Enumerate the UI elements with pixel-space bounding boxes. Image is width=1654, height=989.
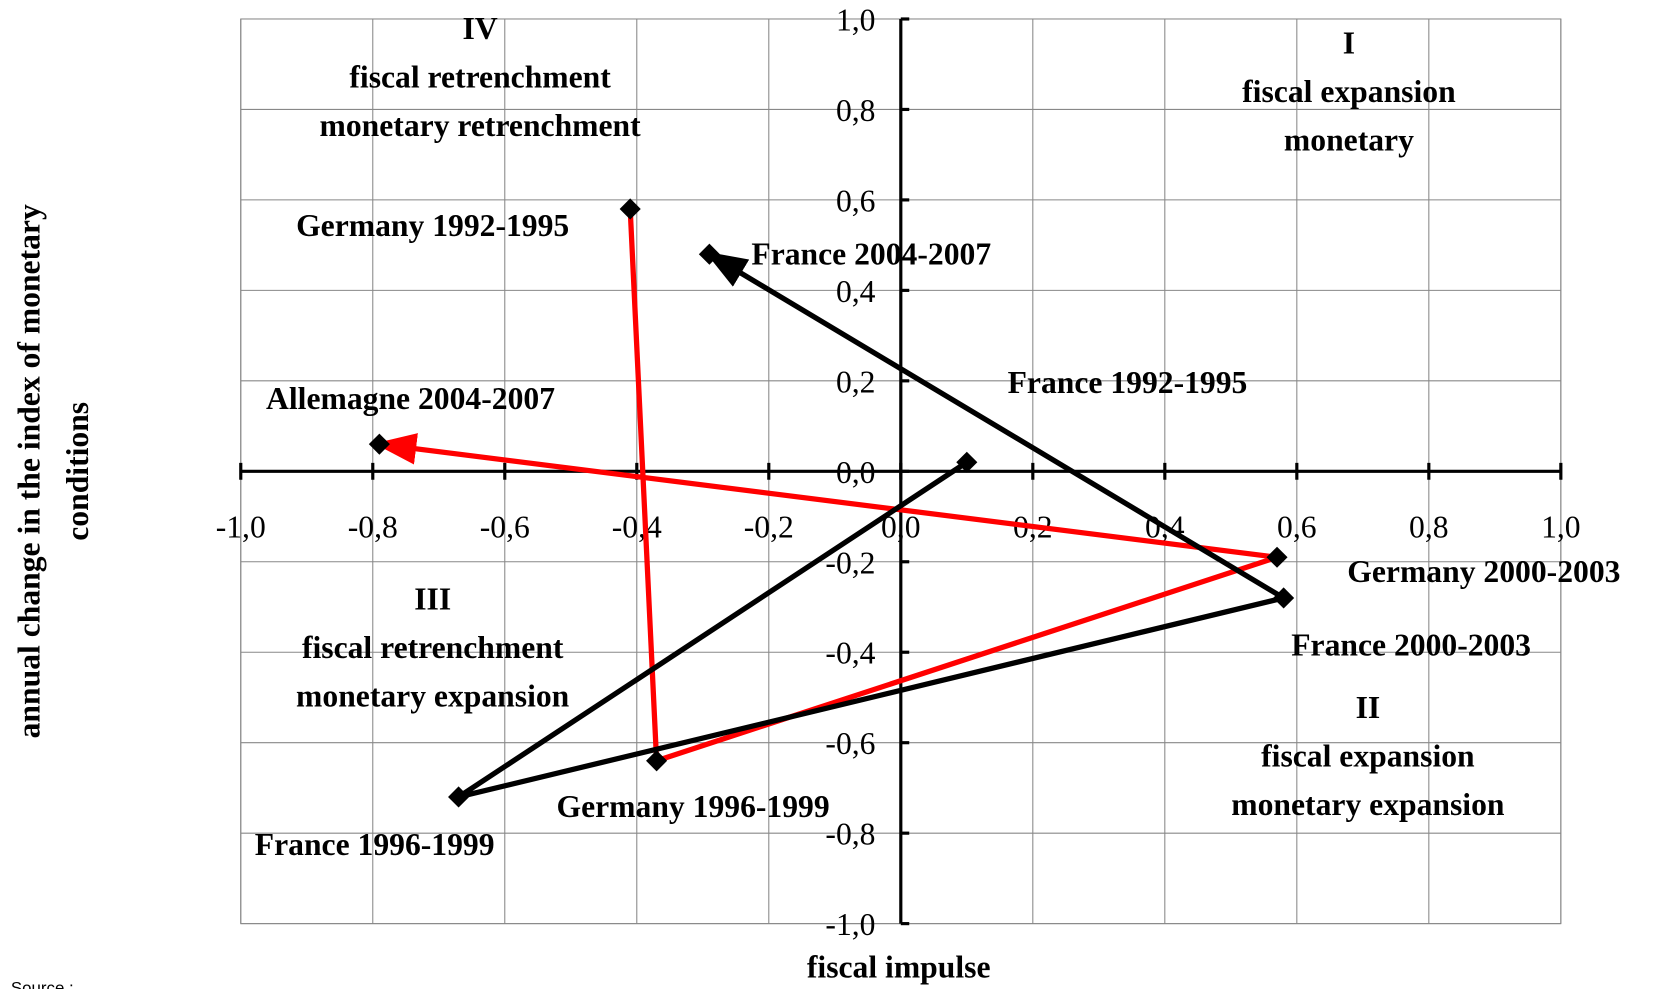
point-label: Germany 1996-1999 bbox=[557, 789, 830, 824]
y-tick-label: -0,4 bbox=[825, 636, 875, 671]
x-tick-label: 1,0 bbox=[1541, 510, 1581, 545]
x-tick-label: 0,6 bbox=[1277, 510, 1317, 545]
point-label: Allemagne 2004-2007 bbox=[266, 381, 555, 416]
quadrant-label: I bbox=[1343, 26, 1355, 61]
series-line bbox=[457, 251, 1291, 800]
point bbox=[1266, 546, 1288, 568]
quadrant-label: monetary retrenchment bbox=[320, 108, 642, 143]
point bbox=[619, 198, 641, 220]
point bbox=[368, 433, 390, 455]
y-tick-label: -0,6 bbox=[825, 726, 875, 761]
point-label: France 1996-1999 bbox=[255, 827, 495, 862]
x-tick-label: 0,8 bbox=[1409, 510, 1449, 545]
y-tick-label: -0,8 bbox=[825, 817, 875, 852]
y-tick-label: 0,2 bbox=[836, 364, 876, 399]
y-tick-label: -1,0 bbox=[825, 907, 875, 942]
quadrant-label: fiscal expansion bbox=[1242, 74, 1456, 109]
quadrant-label: III bbox=[414, 581, 451, 616]
x-tick-label: -0,8 bbox=[348, 510, 398, 545]
quadrant-label: fiscal retrenchment bbox=[349, 59, 611, 94]
point bbox=[698, 243, 720, 265]
quadrant-label: monetary bbox=[1284, 123, 1414, 158]
series-line bbox=[374, 208, 1278, 765]
point bbox=[956, 451, 978, 473]
quadrant-label: monetary expansion bbox=[296, 678, 570, 713]
y-axis-label-line: annual change in the index of monetary bbox=[11, 204, 46, 738]
y-tick-label: 0,8 bbox=[836, 93, 876, 128]
quadrant-label: fiscal expansion bbox=[1261, 738, 1475, 773]
point-label: France 2004-2007 bbox=[751, 237, 991, 272]
x-tick-label: -0,4 bbox=[612, 510, 662, 545]
y-tick-label: 1,0 bbox=[836, 2, 876, 37]
quadrant-label: IV bbox=[463, 11, 498, 46]
point bbox=[1273, 587, 1295, 609]
x-tick-label: -0,6 bbox=[480, 510, 530, 545]
quadrant-label: II bbox=[1356, 690, 1381, 725]
y-axis-label-line: conditions bbox=[60, 402, 95, 541]
y-tick-label: 0,4 bbox=[836, 274, 876, 309]
point-label: Germany 1992-1995 bbox=[296, 208, 569, 243]
y-tick-label: 0,0 bbox=[836, 455, 876, 490]
quadrant-label: fiscal retrenchment bbox=[302, 630, 564, 665]
x-tick-label: -0,2 bbox=[744, 510, 794, 545]
source: Source : bbox=[11, 978, 74, 989]
point-label: France 1992-1995 bbox=[1008, 365, 1248, 400]
point-label: Germany 2000-2003 bbox=[1347, 554, 1620, 589]
quadrant-label: monetary expansion bbox=[1231, 787, 1505, 822]
point bbox=[448, 786, 470, 808]
y-axis-label: annual change in the index of monetary co… bbox=[11, 204, 95, 738]
y-tick-label: 0,6 bbox=[836, 183, 876, 218]
x-axis-label: fiscal impulse bbox=[807, 949, 991, 984]
x-tick-label: -1,0 bbox=[216, 510, 266, 545]
point bbox=[646, 750, 668, 772]
point-label: France 2000-2003 bbox=[1291, 628, 1531, 663]
